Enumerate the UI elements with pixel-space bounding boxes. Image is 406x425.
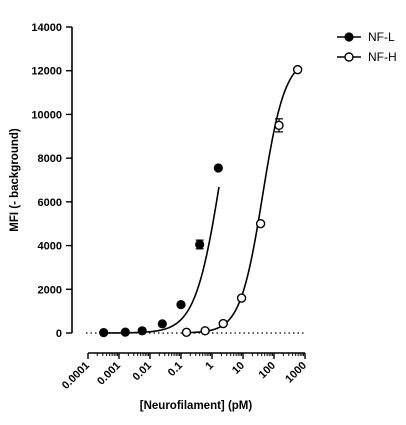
legend: NF-L NF-H bbox=[337, 30, 397, 64]
y-tick-label: 8000 bbox=[38, 153, 62, 165]
data-point-nf-l bbox=[137, 326, 147, 336]
y-tick-label: 6000 bbox=[38, 197, 62, 209]
x-tick-label: 0.01 bbox=[130, 360, 154, 384]
data-point-nf-h bbox=[274, 120, 284, 131]
y-tick-label: 14000 bbox=[31, 22, 62, 34]
axes bbox=[66, 26, 306, 359]
data-point-nf-l bbox=[120, 327, 130, 337]
y-tick-label: 12000 bbox=[31, 66, 62, 78]
data-point-nf-h bbox=[292, 64, 303, 75]
data-point-nf-h bbox=[181, 327, 192, 338]
y-axis-title: MFI (- background) bbox=[9, 128, 21, 232]
data-point-nf-h bbox=[255, 219, 266, 229]
x-axis-title: [Neurofilament] (pM) bbox=[140, 400, 253, 412]
x-tick-label: 0.0001 bbox=[60, 360, 92, 392]
data-point-nf-h bbox=[218, 318, 228, 329]
legend-label-nf-l: NF-L bbox=[368, 30, 395, 44]
y-tick-label: 2000 bbox=[38, 284, 62, 296]
x-tick-label: 1 bbox=[203, 360, 216, 373]
fit-curve-nf-l bbox=[100, 186, 220, 334]
data-point-nf-l bbox=[195, 239, 205, 250]
y-tick-label: 10000 bbox=[31, 109, 62, 121]
x-tick-label: 1000 bbox=[283, 360, 309, 386]
x-tick-label: 0.001 bbox=[95, 360, 123, 388]
x-tick-label: 0.1 bbox=[166, 360, 185, 379]
legend-marker-nf-l bbox=[344, 32, 354, 42]
legend-item-nf-l: NF-L bbox=[337, 30, 395, 44]
legend-label-nf-h: NF-H bbox=[368, 50, 397, 64]
legend-item-nf-h: NF-H bbox=[337, 50, 397, 64]
data-points bbox=[99, 64, 303, 338]
data-point-nf-h bbox=[200, 326, 210, 336]
fit-curves bbox=[100, 68, 299, 334]
y-tick-label: 4000 bbox=[38, 241, 62, 253]
y-tick-label: 0 bbox=[56, 328, 62, 340]
data-point-nf-l bbox=[176, 299, 186, 310]
legend-marker-nf-h bbox=[344, 52, 354, 62]
x-tick-label: 100 bbox=[257, 360, 278, 381]
fit-curve-nf-h bbox=[183, 68, 299, 334]
data-point-nf-l bbox=[157, 319, 167, 329]
x-tick-label: 10 bbox=[230, 360, 247, 377]
data-point-nf-h bbox=[236, 293, 247, 303]
data-point-nf-l bbox=[99, 327, 109, 338]
data-point-nf-l bbox=[213, 163, 223, 173]
